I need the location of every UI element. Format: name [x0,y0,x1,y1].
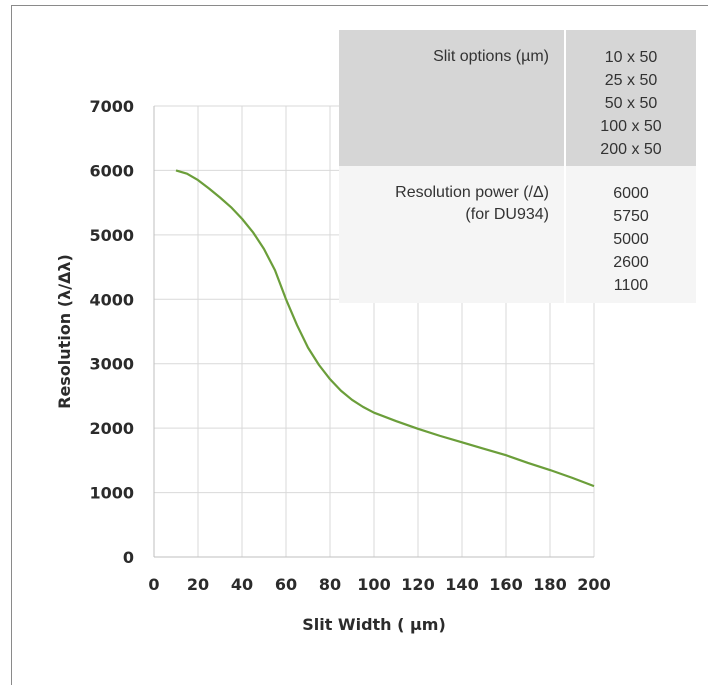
x-tick-label: 140 [445,575,478,594]
y-tick-label: 1000 [89,484,134,503]
resolution-power-label-text: Resolution power (/Δ) [395,184,549,201]
series-layer [175,169,595,488]
y-tick-label: 2000 [89,419,134,438]
slit-option-value: 50 x 50 [604,95,658,112]
table-row-slit-options: Slit options (µm) 10 x 50 25 x 50 50 x 5… [339,30,696,166]
slit-options-label-text: Slit options (µm) [433,48,549,65]
y-tick-label: 3000 [89,355,134,374]
y-axis-title: Resolution (λ/Δλ) [55,254,74,409]
x-tick-label: 100 [357,575,390,594]
y-tick-label: 0 [123,548,134,567]
x-tick-label: 20 [187,575,209,594]
x-tick-label: 120 [401,575,434,594]
resolution-value: 2600 [613,254,649,271]
x-tick-label: 60 [275,575,297,594]
chart-frame [11,5,708,685]
slit-options-label: Slit options (µm) [339,30,566,166]
spec-table: Slit options (µm) 10 x 50 25 x 50 50 x 5… [339,30,696,303]
y-tick-label: 7000 [89,97,134,116]
resolution-value: 1100 [613,277,649,294]
y-tick-label: 5000 [89,226,134,245]
tick-labels: 0 20 40 60 80 100 120 140 160 180 2000100020003000… [89,97,610,594]
resolution-value: 5000 [613,231,649,248]
x-tick-label: 180 [533,575,566,594]
x-axis-title: Slit Width ( µm) [302,615,446,634]
x-tick-label: 40 [231,575,253,594]
slit-options-values: 10 x 50 25 x 50 50 x 50 100 x 50 200 x 5… [565,30,696,166]
resolution-value: 5750 [613,208,649,225]
resolution-power-values: 6000 5750 5000 2600 1100 [565,166,696,303]
axes [153,106,594,558]
y-tick-label: 6000 [89,161,134,180]
slit-option-value: 200 x 50 [600,141,662,158]
resolution-power-label: Resolution power (/Δ) (for DU934) [339,166,566,303]
x-tick-label: 80 [319,575,341,594]
y-tick-label: 4000 [89,290,134,309]
resolution-series-line [175,169,595,488]
resolution-value: 6000 [613,185,649,202]
x-tick-label: 0 [148,575,159,594]
table-row-resolution-power: Resolution power (/Δ) (for DU934) 6000 5… [339,166,696,303]
x-tick-label: 200 [577,575,610,594]
resolution-power-label-subtext: (for DU934) [465,206,549,223]
slit-option-value: 100 x 50 [600,118,662,135]
x-tick-label: 160 [489,575,522,594]
slit-option-value: 25 x 50 [604,72,658,89]
slit-option-value: 10 x 50 [604,49,658,66]
